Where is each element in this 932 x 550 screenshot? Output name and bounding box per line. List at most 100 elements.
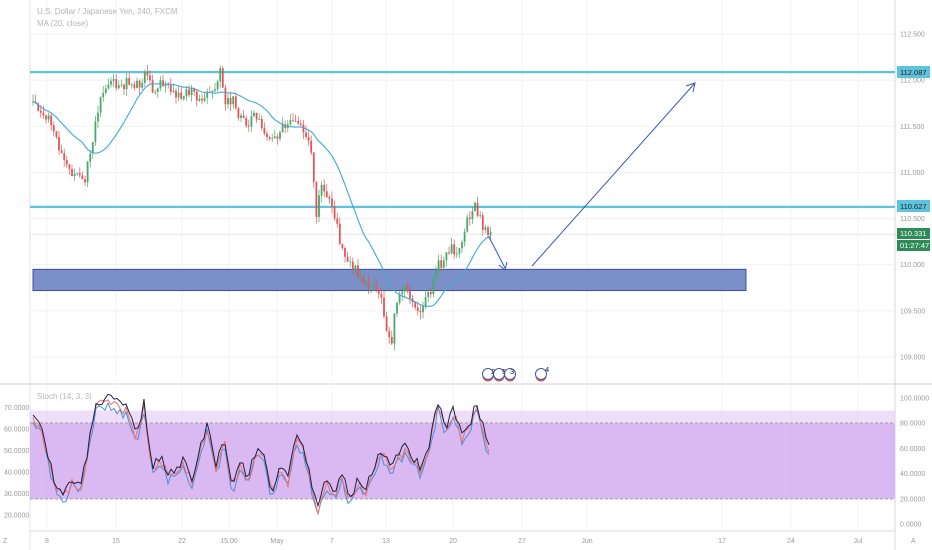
event-badges[interactable]: 2 5 3 4	[482, 365, 550, 382]
event-flag-icon	[535, 368, 547, 380]
candle-body	[416, 307, 419, 311]
candle-body	[318, 195, 320, 217]
candle-body	[474, 202, 476, 212]
countdown-label: 01:27:47	[900, 241, 929, 250]
left-axis-label[interactable]: Z	[3, 538, 8, 545]
candle-body	[341, 243, 344, 249]
candle-body	[63, 153, 66, 160]
arrow-down-head	[498, 261, 508, 271]
candle-body	[107, 84, 110, 89]
candle-body	[91, 141, 94, 154]
candle-body	[297, 120, 300, 124]
price-tag-label: 112.087	[900, 68, 927, 77]
candle-body	[338, 223, 341, 244]
candle-body	[414, 302, 417, 308]
stoch-right-tick: 40.0000	[900, 471, 925, 478]
candle-body	[437, 260, 440, 272]
candle-body	[115, 79, 118, 89]
candle-body	[180, 92, 183, 99]
candle-body	[237, 107, 240, 118]
stoch-right-tick: 100.0000	[900, 396, 929, 403]
candle-body	[458, 248, 461, 254]
candle-body	[406, 286, 409, 292]
arrow-up-line	[531, 82, 696, 267]
stoch-label: Stoch (14, 3, 3)	[37, 392, 92, 401]
candle-body	[117, 85, 120, 89]
candle-body	[476, 202, 479, 216]
candle-body	[169, 85, 172, 92]
candle-body	[370, 286, 372, 287]
candle-body	[149, 75, 151, 81]
candle-body	[159, 80, 162, 89]
date-tick-label: 24	[787, 538, 795, 545]
candle-body	[97, 112, 99, 122]
candle-body	[471, 211, 474, 219]
candle-body	[136, 80, 138, 88]
candle-body	[276, 136, 279, 139]
stoch-left-tick: 70.0000	[4, 405, 29, 412]
candle-body	[422, 305, 424, 313]
candle-body	[190, 88, 193, 96]
candle-body	[268, 137, 271, 139]
candle-body	[364, 281, 367, 284]
candle-body	[479, 215, 482, 217]
candle-body	[312, 152, 315, 182]
arrow-down-line	[488, 236, 506, 269]
candle-body	[250, 116, 253, 127]
candle-body	[281, 124, 284, 133]
date-tick-label: 20	[449, 538, 457, 545]
candle-body	[52, 125, 55, 132]
candle-body	[214, 89, 216, 91]
right-axis-label[interactable]: A	[911, 538, 916, 545]
chart-title: U.S. Dollar / Japanese Yen, 240, FXCM	[37, 7, 178, 16]
candle-body	[427, 292, 430, 298]
candle-body	[320, 184, 323, 196]
candle-body	[489, 232, 492, 236]
candle-body	[247, 125, 250, 127]
candle-body	[351, 261, 354, 270]
candle-body	[429, 292, 432, 295]
time-axis[interactable]: 8 15 22 15:00 May 7 13 20 27 Jun 17 24 Jul	[45, 538, 863, 545]
date-tick-label: May	[270, 538, 284, 545]
candle-body	[346, 256, 349, 262]
price-tag-label: 110.627	[900, 202, 927, 211]
stoch-band	[30, 423, 895, 499]
candle-body	[242, 115, 245, 119]
stoch-left-tick: 50.0000	[4, 448, 29, 455]
candle-body	[450, 244, 453, 254]
candle-body	[195, 91, 198, 101]
candle-body	[255, 112, 258, 120]
candle-body	[442, 260, 445, 268]
price-tick-label: 109.500	[900, 308, 925, 315]
candle-body	[73, 173, 76, 177]
candle-body	[468, 217, 471, 219]
candle-body	[333, 206, 336, 219]
candle-body	[357, 265, 359, 278]
candle-body	[305, 132, 307, 138]
candle-body	[58, 136, 60, 151]
candles	[32, 64, 492, 351]
candle-body	[396, 302, 398, 314]
candle-body	[65, 159, 68, 165]
candle-body	[432, 277, 435, 295]
stoch-right-tick: 60.0000	[900, 446, 925, 453]
candle-body	[47, 115, 50, 120]
candle-body	[104, 88, 107, 94]
candle-body	[68, 164, 71, 169]
indicator-label: MA (20, close)	[37, 19, 88, 28]
candle-body	[266, 133, 268, 138]
candle-body	[71, 168, 73, 177]
candle-body	[112, 79, 115, 81]
price-axis[interactable]: 112.500 112.000 111.500 111.000 110.500 110.0…	[900, 32, 925, 362]
candle-body	[133, 84, 136, 88]
candle-body	[99, 97, 102, 113]
candle-body	[372, 284, 375, 287]
candle-body	[232, 96, 235, 105]
candle-body	[466, 217, 469, 232]
projection-arrows[interactable]	[488, 82, 696, 271]
support-zone[interactable]	[32, 268, 747, 292]
candle-body	[445, 252, 448, 261]
candle-body	[299, 123, 302, 125]
candle-body	[234, 96, 237, 108]
candle-body	[123, 84, 125, 90]
